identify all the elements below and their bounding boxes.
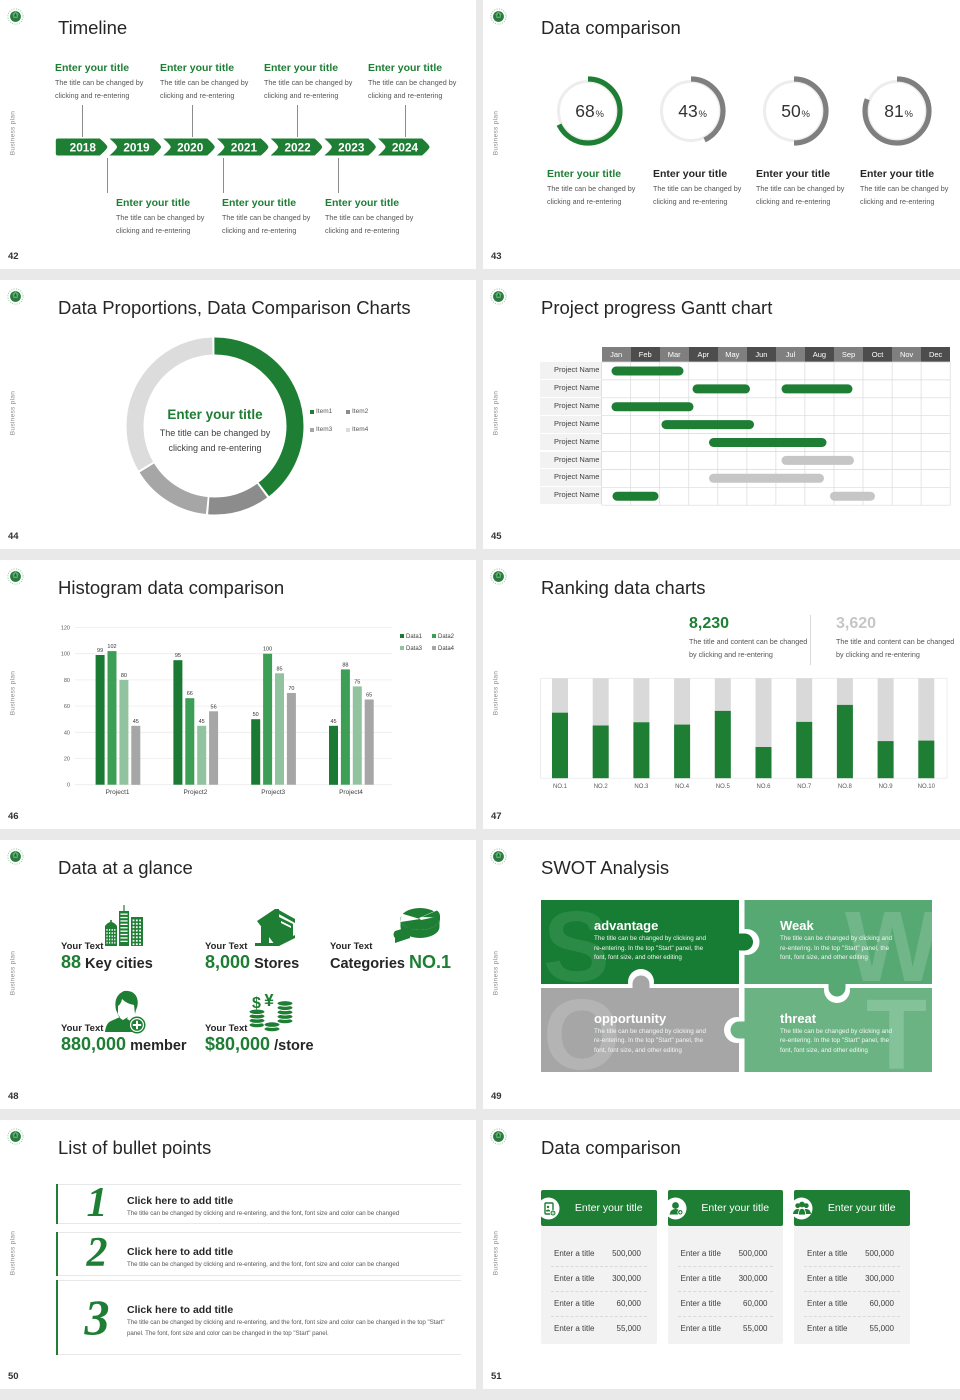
svg-text:95: 95	[175, 653, 181, 659]
svg-text:100: 100	[61, 652, 70, 658]
svg-text:NO.1: NO.1	[553, 784, 568, 790]
svg-text:Project2: Project2	[183, 789, 207, 796]
svg-text:45: 45	[330, 719, 336, 725]
svg-text:W: W	[845, 891, 940, 1003]
svg-text:2022: 2022	[284, 141, 311, 155]
svg-text:%: %	[802, 109, 811, 120]
svg-text:Project1: Project1	[106, 789, 130, 796]
svg-text:NO.3: NO.3	[634, 784, 649, 790]
svg-text:85: 85	[276, 666, 282, 672]
svg-text:0: 0	[67, 783, 70, 789]
svg-text:2023: 2023	[338, 141, 365, 155]
svg-text:80: 80	[121, 673, 127, 679]
svg-text:88: 88	[342, 662, 348, 668]
svg-text:20: 20	[64, 757, 70, 763]
svg-text:2020: 2020	[177, 141, 204, 155]
svg-text:$: $	[252, 995, 261, 1012]
svg-text:2019: 2019	[123, 141, 150, 155]
svg-text:50: 50	[253, 712, 259, 718]
svg-text:NO.7: NO.7	[797, 784, 812, 790]
svg-text:NO.8: NO.8	[838, 784, 853, 790]
svg-text:¥: ¥	[264, 994, 274, 1010]
svg-text:NO.6: NO.6	[756, 784, 771, 790]
svg-text:S: S	[543, 891, 610, 1003]
svg-text:2021: 2021	[231, 141, 258, 155]
svg-text:Data2: Data2	[438, 634, 455, 640]
svg-text:T: T	[866, 979, 927, 1091]
svg-text:Data1: Data1	[406, 634, 423, 640]
svg-text:Project4: Project4	[339, 789, 363, 796]
svg-text:50: 50	[781, 101, 801, 121]
svg-text:102: 102	[107, 644, 116, 650]
svg-text:O: O	[543, 979, 621, 1091]
svg-text:120: 120	[61, 626, 70, 632]
svg-text:60: 60	[64, 704, 70, 710]
svg-text:NO.2: NO.2	[594, 784, 609, 790]
svg-text:81: 81	[884, 101, 903, 121]
svg-text:75: 75	[354, 679, 360, 685]
svg-text:56: 56	[211, 704, 217, 710]
svg-text:2024: 2024	[392, 141, 419, 155]
svg-text:%: %	[596, 109, 605, 120]
svg-text:70: 70	[288, 686, 294, 692]
svg-text:80: 80	[64, 678, 70, 684]
svg-text:99: 99	[97, 648, 103, 654]
svg-text:NO.4: NO.4	[675, 784, 690, 790]
svg-text:45: 45	[133, 719, 139, 725]
svg-text:45: 45	[199, 719, 205, 725]
svg-text:NO.10: NO.10	[918, 784, 936, 790]
svg-text:68: 68	[575, 101, 594, 121]
svg-text:Project3: Project3	[261, 789, 285, 796]
svg-text:Data4: Data4	[438, 646, 455, 652]
svg-text:40: 40	[64, 730, 70, 736]
svg-text:66: 66	[187, 691, 193, 697]
svg-text:2018: 2018	[70, 141, 97, 155]
svg-text:Data3: Data3	[406, 646, 423, 652]
svg-text:%: %	[699, 109, 708, 120]
svg-text:NO.5: NO.5	[716, 784, 731, 790]
svg-text:NO.9: NO.9	[879, 784, 894, 790]
svg-text:43: 43	[678, 101, 697, 121]
svg-text:100: 100	[263, 647, 272, 653]
svg-text:%: %	[905, 109, 914, 120]
svg-text:65: 65	[366, 693, 372, 699]
